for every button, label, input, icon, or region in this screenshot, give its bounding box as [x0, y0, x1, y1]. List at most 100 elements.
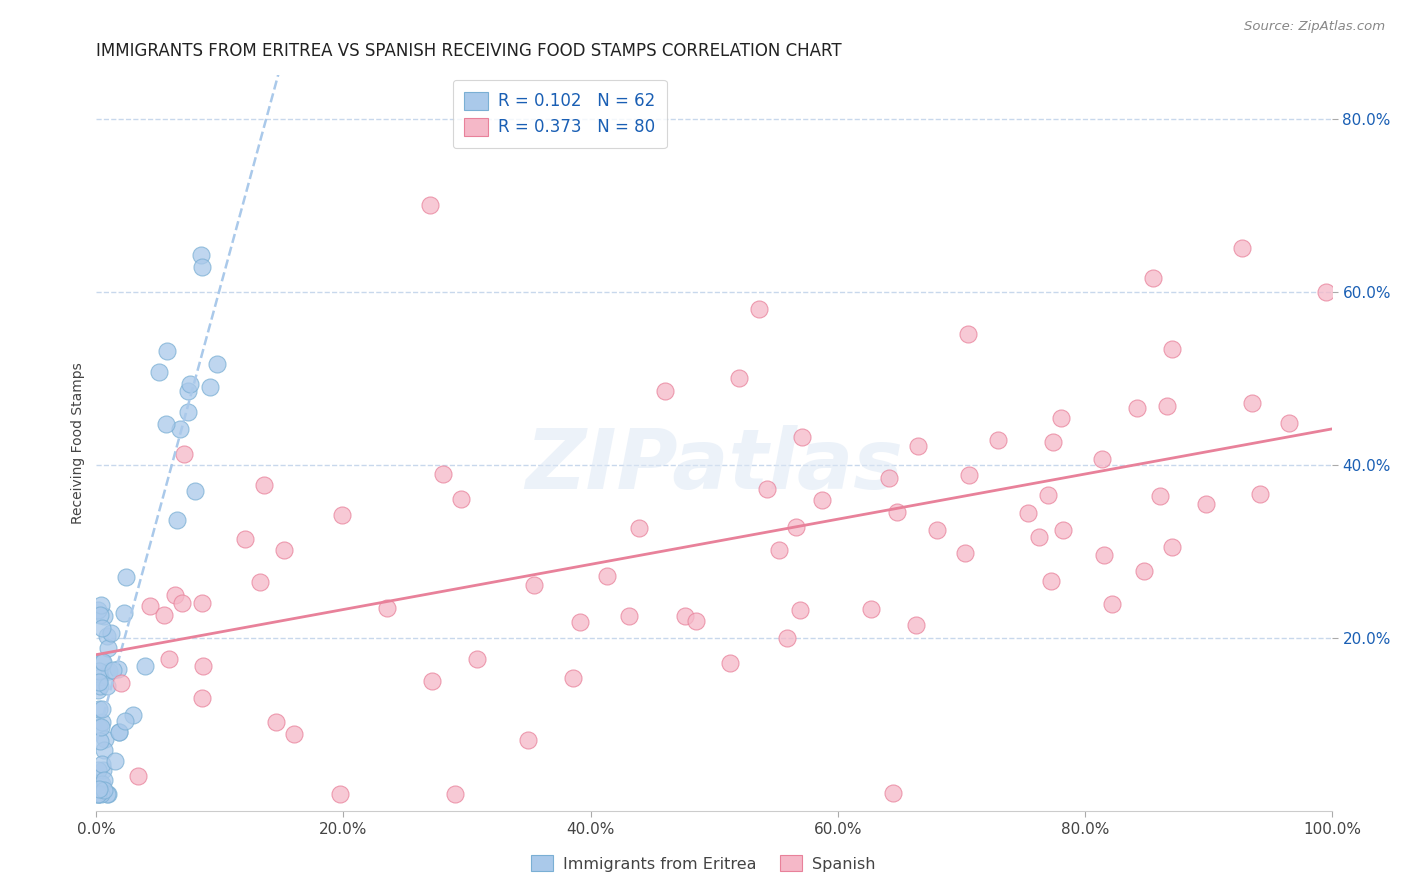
Point	[1052, 523, 1074, 537]
Point	[97, 787, 120, 801]
Point	[169, 422, 191, 436]
Point	[1050, 411, 1073, 425]
Point	[1039, 574, 1062, 588]
Point	[93, 743, 115, 757]
Point	[108, 724, 131, 739]
Legend: R = 0.102   N = 62, R = 0.373   N = 80: R = 0.102 N = 62, R = 0.373 N = 80	[453, 80, 666, 148]
Point	[122, 707, 145, 722]
Point	[127, 768, 149, 782]
Point	[190, 596, 212, 610]
Point	[198, 379, 221, 393]
Point	[1092, 549, 1115, 563]
Point	[1142, 271, 1164, 285]
Point	[273, 543, 295, 558]
Point	[568, 615, 591, 630]
Point	[101, 663, 124, 677]
Point	[233, 532, 256, 546]
Point	[619, 609, 641, 624]
Text: ZIPatlas: ZIPatlas	[526, 425, 903, 506]
Point	[523, 578, 546, 592]
Point	[785, 520, 807, 534]
Point	[1132, 564, 1154, 578]
Point	[432, 467, 454, 482]
Legend: Immigrants from Eritrea, Spanish: Immigrants from Eritrea, Spanish	[523, 847, 883, 880]
Point	[596, 569, 619, 583]
Point	[97, 664, 120, 678]
Point	[249, 574, 271, 589]
Point	[87, 675, 110, 690]
Point	[91, 655, 114, 669]
Y-axis label: Receiving Food Stamps: Receiving Food Stamps	[72, 362, 86, 524]
Point	[134, 658, 156, 673]
Point	[1161, 343, 1184, 357]
Point	[90, 720, 112, 734]
Point	[191, 690, 214, 705]
Point	[86, 683, 108, 698]
Point	[956, 327, 979, 342]
Point	[1017, 507, 1039, 521]
Point	[90, 598, 112, 612]
Point	[93, 772, 115, 787]
Point	[114, 570, 136, 584]
Point	[91, 777, 114, 791]
Point	[89, 775, 111, 789]
Point	[957, 468, 980, 483]
Point	[91, 714, 114, 729]
Point	[886, 504, 908, 518]
Point	[91, 621, 114, 635]
Point	[87, 665, 110, 679]
Point	[191, 260, 214, 275]
Point	[86, 787, 108, 801]
Point	[443, 787, 465, 801]
Point	[1315, 285, 1337, 299]
Point	[183, 483, 205, 498]
Point	[1277, 416, 1299, 430]
Point	[86, 787, 108, 801]
Point	[96, 679, 118, 693]
Point	[264, 715, 287, 730]
Point	[905, 618, 928, 632]
Point	[90, 702, 112, 716]
Point	[811, 492, 834, 507]
Point	[329, 787, 352, 801]
Point	[163, 588, 186, 602]
Point	[450, 491, 472, 506]
Point	[1161, 541, 1184, 555]
Point	[673, 609, 696, 624]
Point	[87, 719, 110, 733]
Point	[191, 658, 214, 673]
Point	[177, 384, 200, 398]
Point	[422, 673, 444, 688]
Point	[776, 631, 799, 645]
Point	[1149, 489, 1171, 503]
Point	[1042, 435, 1064, 450]
Point	[90, 757, 112, 772]
Point	[1230, 241, 1253, 255]
Text: IMMIGRANTS FROM ERITREA VS SPANISH RECEIVING FOOD STAMPS CORRELATION CHART: IMMIGRANTS FROM ERITREA VS SPANISH RECEI…	[97, 42, 842, 60]
Point	[91, 656, 114, 670]
Point	[155, 417, 177, 431]
Point	[1091, 451, 1114, 466]
Point	[205, 357, 228, 371]
Point	[177, 405, 200, 419]
Point	[93, 783, 115, 797]
Point	[96, 787, 118, 801]
Point	[330, 508, 353, 523]
Point	[96, 629, 118, 643]
Point	[90, 787, 112, 801]
Point	[561, 671, 583, 685]
Point	[156, 343, 179, 358]
Point	[1241, 396, 1264, 410]
Point	[89, 679, 111, 693]
Point	[190, 248, 212, 262]
Point	[86, 763, 108, 777]
Point	[179, 376, 201, 391]
Point	[89, 702, 111, 716]
Point	[107, 662, 129, 676]
Point	[89, 670, 111, 684]
Point	[953, 546, 976, 560]
Point	[107, 725, 129, 739]
Point	[685, 614, 707, 628]
Point	[112, 606, 135, 620]
Point	[94, 731, 117, 746]
